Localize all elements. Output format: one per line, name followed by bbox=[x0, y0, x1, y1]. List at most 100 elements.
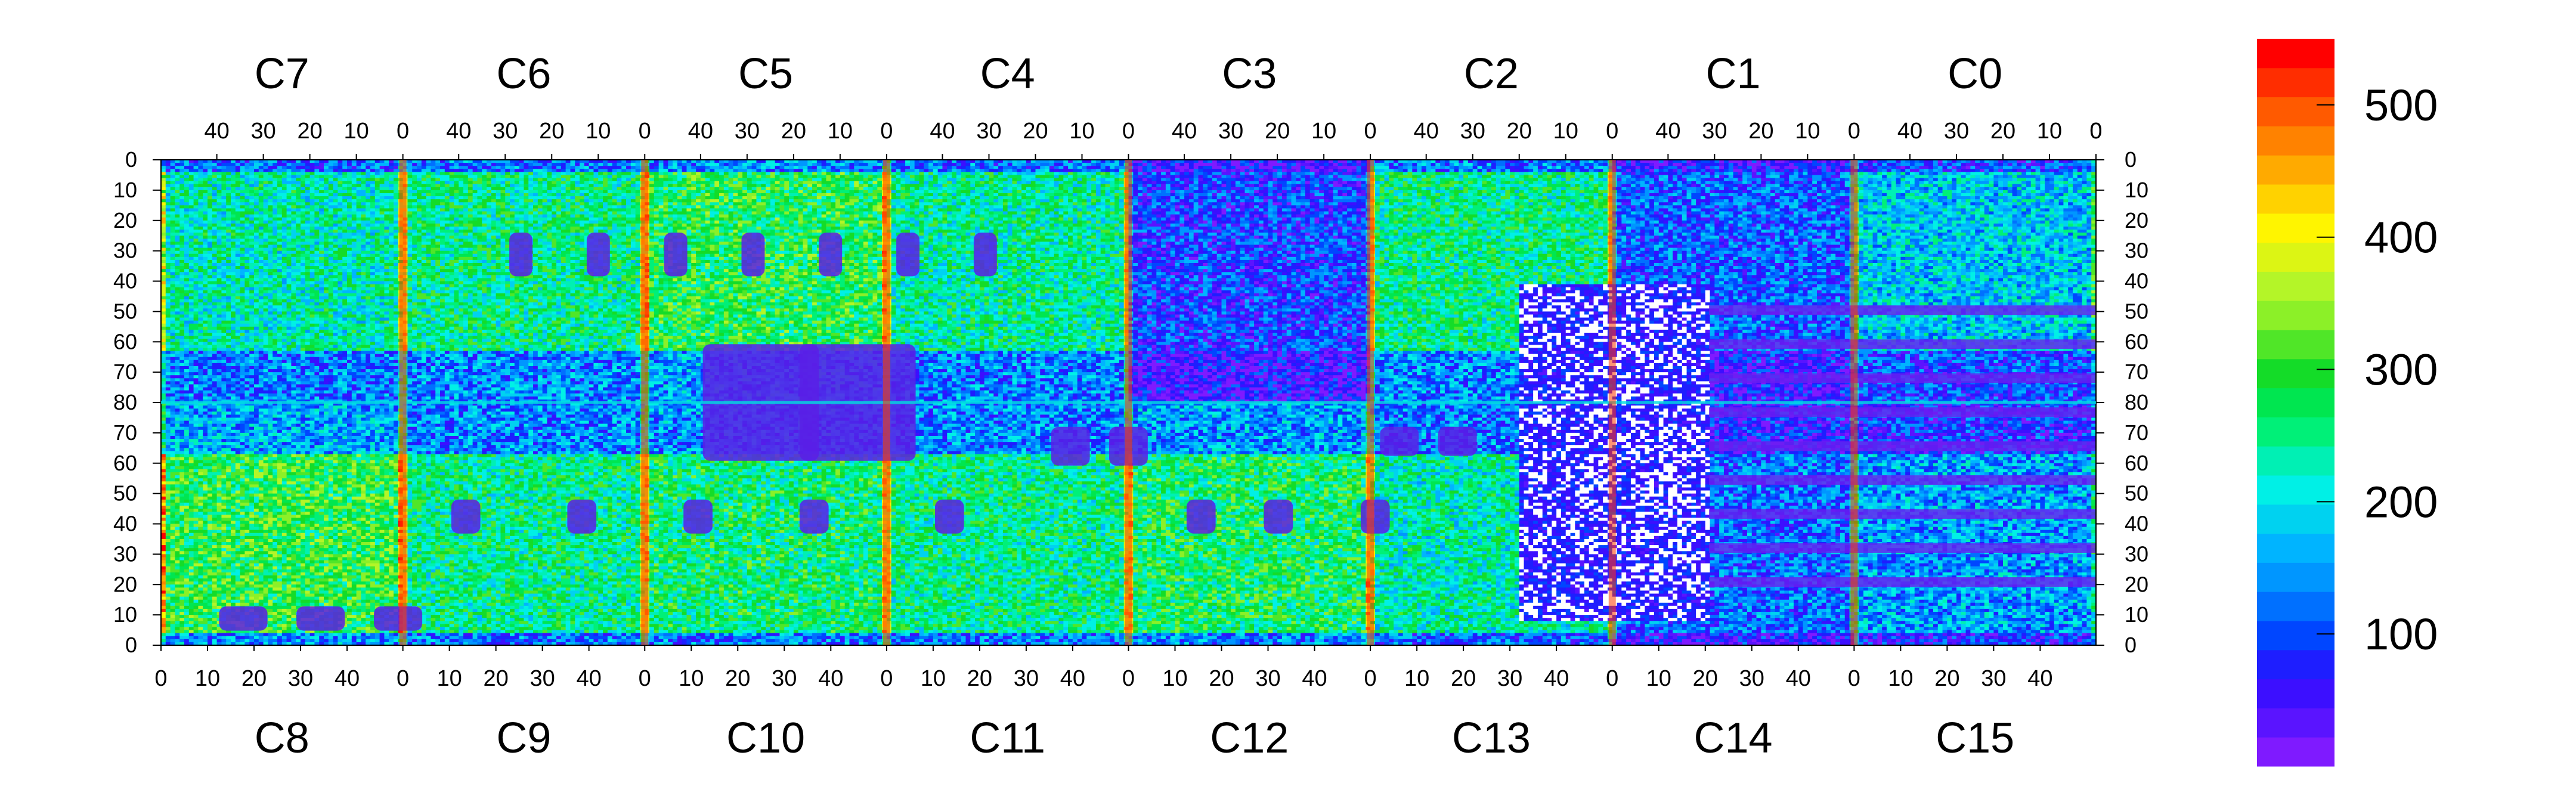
heatmap-cell bbox=[161, 378, 166, 382]
heatmap-cell bbox=[161, 211, 166, 215]
heatmap-cell bbox=[171, 372, 175, 376]
heatmap-cell bbox=[194, 633, 199, 637]
heatmap-cell bbox=[189, 218, 194, 221]
heatmap-cell bbox=[198, 299, 203, 303]
heatmap-cell bbox=[198, 327, 203, 330]
heatmap-cell bbox=[171, 578, 175, 582]
heatmap-cell bbox=[179, 472, 184, 476]
heatmap-cell bbox=[171, 318, 175, 321]
heatmap-cell bbox=[161, 518, 166, 521]
heatmap-cell bbox=[198, 615, 203, 618]
heatmap-cell bbox=[171, 618, 175, 621]
heatmap-cell bbox=[161, 515, 166, 518]
heatmap-cell bbox=[175, 296, 179, 300]
heatmap-cell bbox=[171, 451, 175, 454]
heatmap-cell bbox=[194, 603, 199, 606]
heatmap-cell bbox=[175, 397, 179, 400]
heatmap-cell bbox=[175, 281, 179, 285]
heatmap-cell bbox=[166, 572, 171, 576]
heatmap-cell bbox=[194, 512, 199, 515]
heatmap-cell bbox=[166, 378, 171, 382]
heatmap-cell bbox=[179, 360, 184, 364]
heatmap-cell bbox=[166, 481, 171, 485]
heatmap-cell bbox=[189, 199, 194, 203]
heatmap-cell bbox=[171, 193, 175, 197]
heatmap-cell bbox=[184, 603, 189, 606]
heatmap-cell bbox=[184, 187, 189, 191]
heatmap-cell bbox=[161, 478, 166, 482]
heatmap-cell bbox=[189, 584, 194, 588]
heatmap-cell bbox=[198, 414, 203, 418]
heatmap-cell bbox=[175, 439, 179, 442]
heatmap-cell bbox=[171, 275, 175, 278]
heatmap-cell bbox=[189, 187, 194, 191]
heatmap-cell bbox=[171, 530, 175, 534]
heatmap-cell bbox=[179, 491, 184, 494]
heatmap-cell bbox=[189, 572, 194, 576]
heatmap-cell bbox=[171, 314, 175, 318]
heatmap-cell bbox=[203, 290, 208, 294]
heatmap-cell bbox=[171, 484, 175, 488]
heatmap-cell bbox=[161, 414, 166, 418]
heatmap-cell bbox=[189, 533, 194, 537]
heatmap-cell bbox=[171, 278, 175, 281]
heatmap-cell bbox=[171, 487, 175, 491]
heatmap-cell bbox=[175, 527, 179, 531]
heatmap-cell bbox=[175, 233, 179, 236]
heatmap-cell bbox=[175, 275, 179, 278]
heatmap-cell bbox=[194, 539, 199, 543]
heatmap-cell bbox=[161, 290, 166, 294]
heatmap-cell bbox=[171, 427, 175, 431]
heatmap-cell bbox=[184, 190, 189, 194]
heatmap-cell bbox=[166, 445, 171, 448]
heatmap-cell bbox=[194, 466, 199, 470]
heatmap-cell bbox=[198, 545, 203, 549]
heatmap-cell bbox=[179, 272, 184, 275]
heatmap-cell bbox=[171, 561, 175, 564]
heatmap-cell bbox=[198, 278, 203, 281]
heatmap-cell bbox=[198, 272, 203, 275]
heatmap-cell bbox=[161, 606, 166, 609]
heatmap-cell bbox=[189, 600, 194, 603]
heatmap-cell bbox=[161, 278, 166, 281]
heatmap-cell bbox=[194, 302, 199, 306]
heatmap-cell bbox=[161, 308, 166, 312]
heatmap-cell bbox=[203, 175, 208, 178]
heatmap-cell bbox=[194, 594, 199, 598]
heatmap-cell bbox=[198, 354, 203, 358]
heatmap-cell bbox=[189, 618, 194, 621]
heatmap-cell bbox=[171, 366, 175, 370]
heatmap-cell bbox=[179, 327, 184, 330]
heatmap-cell bbox=[179, 381, 184, 385]
heatmap-cell bbox=[166, 539, 171, 543]
heatmap-cell bbox=[166, 566, 171, 570]
heatmap-cell bbox=[161, 545, 166, 549]
heatmap-cell bbox=[184, 466, 189, 470]
heatmap-cell bbox=[179, 500, 184, 503]
heatmap-cell bbox=[171, 512, 175, 515]
heatmap-cell bbox=[194, 536, 199, 540]
heatmap-cell bbox=[171, 606, 175, 609]
heatmap-cell bbox=[175, 230, 179, 233]
heatmap-cell bbox=[161, 405, 166, 409]
heatmap-cell bbox=[175, 251, 179, 255]
heatmap-cell bbox=[198, 618, 203, 621]
heatmap-cell bbox=[161, 360, 166, 364]
heatmap-cell bbox=[175, 436, 179, 439]
heatmap-cell bbox=[203, 181, 208, 185]
heatmap-cell bbox=[166, 472, 171, 476]
heatmap-cell bbox=[166, 263, 171, 267]
heatmap-cell bbox=[179, 581, 184, 585]
heatmap-cell bbox=[171, 405, 175, 409]
heatmap-cell bbox=[175, 630, 179, 634]
heatmap-cell bbox=[171, 414, 175, 418]
heatmap-cell bbox=[166, 196, 171, 200]
heatmap-cell bbox=[166, 308, 171, 312]
heatmap-cell bbox=[166, 360, 171, 364]
heatmap-cell bbox=[161, 263, 166, 267]
heatmap-cell bbox=[161, 572, 166, 576]
heatmap-cell bbox=[161, 491, 166, 494]
heatmap-cell bbox=[194, 339, 199, 342]
heatmap-cell bbox=[194, 281, 199, 285]
heatmap-cell bbox=[161, 618, 166, 621]
